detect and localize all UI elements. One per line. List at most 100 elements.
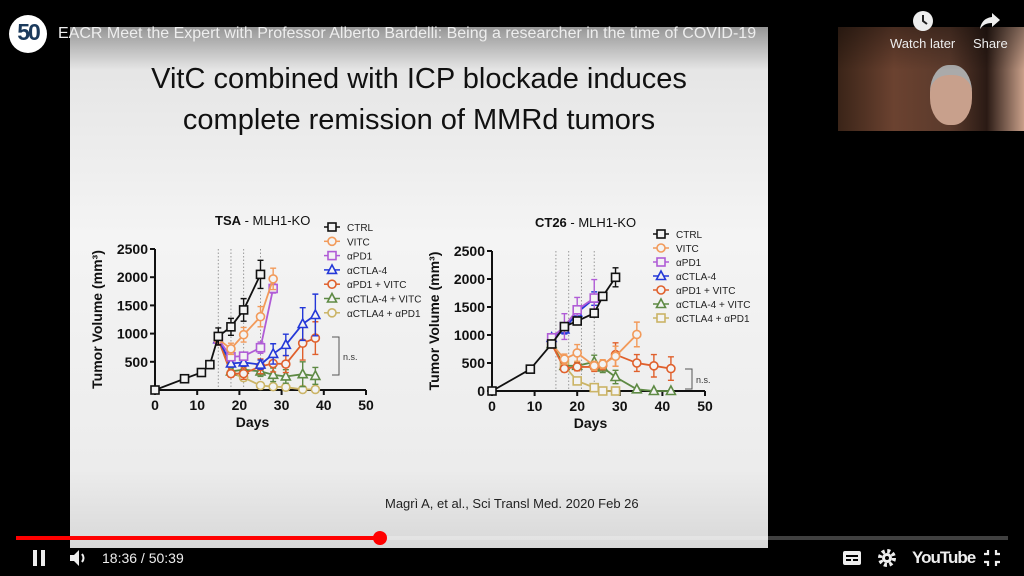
data-point [226,322,236,332]
series-CTRL [487,267,621,396]
data-point [226,344,236,354]
video-title[interactable]: EACR Meet the Expert with Professor Albe… [58,25,757,42]
legend-label: CTRL [676,230,703,241]
data-point [572,376,583,386]
exit-fullscreen-button[interactable] [982,548,1002,568]
scrubber-handle[interactable] [373,531,388,545]
series-CTRL [150,259,266,395]
data-point [279,338,292,350]
data-point [632,358,642,368]
data-point [487,386,497,396]
data-point [279,369,292,381]
chart-title: TSA - MLH1-KO [215,213,310,228]
x-tick-label: 40 [316,397,332,413]
legend-label: αCTLA4 + αPD1 [676,314,750,325]
channel-logo[interactable]: 50 [9,15,47,53]
data-point [597,291,608,302]
legend-label: αPD1 + VITC [347,280,406,291]
data-point [310,384,321,395]
time-display: 18:36 / 50:39 [102,548,184,568]
legend-marker [327,250,337,261]
y-tick-label: 500 [462,355,486,371]
legend-label: VITC [347,237,370,248]
data-point [597,386,608,396]
data-point [666,363,676,374]
data-point [610,351,621,362]
x-tick-label: 50 [697,398,713,414]
data-point [281,382,291,392]
progress-bar[interactable] [16,531,1008,545]
series-line [551,297,595,339]
data-point [296,317,309,329]
exit-fullscreen-icon [984,550,1000,566]
data-point [610,386,621,396]
y-tick-label: 1500 [454,299,485,315]
legend-label: αCTLA-4 + VITC [347,295,421,306]
share-label: Share [973,36,1008,51]
y-tick-label: 500 [125,354,149,370]
legend-label: αPD1 + VITC [676,286,735,297]
progress-played [16,536,381,540]
legend-label: CTRL [347,223,374,234]
x-tick-label: 20 [232,397,248,413]
clock-icon [912,10,934,32]
significance-bracket [332,336,340,376]
data-point [196,367,207,378]
data-point [559,354,570,364]
top-overlay [0,0,1024,70]
x-axis-label: Days [574,415,608,431]
x-tick-label: 30 [612,398,628,414]
y-tick-label: 1000 [117,326,148,342]
data-point [631,382,643,394]
data-point [296,367,309,379]
data-point [268,274,278,284]
slide-title-line-2: complete remission of MMRd tumors [182,104,656,136]
y-axis-label: Tumor Volume (mm³) [89,250,105,389]
legend-marker [326,291,338,303]
data-point [648,384,660,396]
share-button[interactable]: Share [973,10,1008,51]
legend-label: αCTLA-4 [676,272,717,283]
data-point [238,329,249,340]
data-point [267,347,279,359]
data-point [205,359,215,370]
x-axis-label: Days [236,414,270,430]
legend-marker [655,297,667,309]
chart-title-bold: TSA [215,213,242,228]
data-point [610,272,621,283]
data-point [589,382,600,393]
data-point [572,316,583,326]
legend-label: VITC [676,244,699,255]
legend-marker [327,236,337,247]
x-tick-label: 20 [569,398,585,414]
data-point [268,381,278,392]
legend-label: αCTLA-4 + VITC [676,300,750,311]
data-point [632,329,642,340]
x-tick-label: 0 [151,397,159,413]
legend-marker [327,222,337,232]
data-point [546,339,557,349]
data-point [255,380,266,391]
watch-later-button[interactable]: Watch later [890,10,955,51]
captions-button[interactable] [842,548,862,568]
chart-title-bold: CT26 [535,215,567,230]
captions-icon [843,551,861,565]
volume-button[interactable] [68,548,92,568]
y-tick-label: 0 [477,383,485,399]
data-point [649,360,659,371]
series-VITC [213,267,278,356]
significance-label: n.s. [696,375,711,385]
time-separator: / [137,550,149,566]
data-point [525,364,536,374]
watch-later-label: Watch later [890,36,956,51]
data-point [255,269,266,280]
data-point [559,321,570,332]
data-point [589,293,600,303]
settings-button[interactable] [877,548,897,568]
presentation-slide: VitC combined with ICP blockade induces … [70,27,768,548]
y-tick-label: 1500 [117,297,148,313]
youtube-logo[interactable]: YouTube [912,548,976,567]
pause-button[interactable] [30,548,48,568]
data-point [237,355,250,367]
